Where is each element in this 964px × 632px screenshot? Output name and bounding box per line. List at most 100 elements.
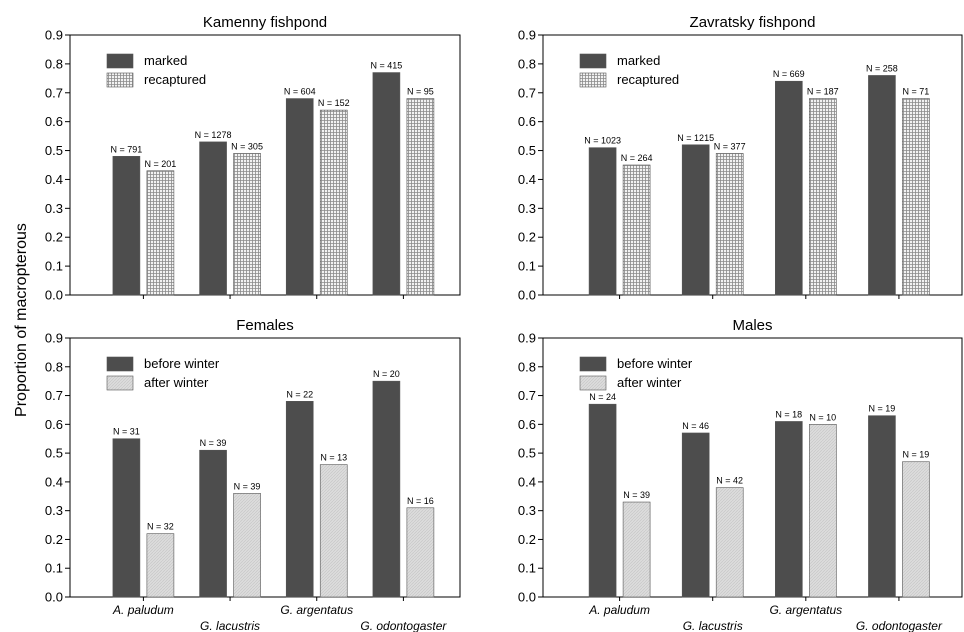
bar-after-winter <box>902 461 930 598</box>
bar-after-winter <box>622 501 651 598</box>
legend-swatch <box>579 375 607 391</box>
y-tick-label: 0.2 <box>45 230 63 245</box>
y-tick-label: 0.5 <box>45 143 63 158</box>
bar-before-winter <box>199 449 227 598</box>
data-label: N = 13 <box>320 453 347 463</box>
y-tick-label: 0.1 <box>518 259 536 274</box>
y-tick-label: 0.8 <box>45 359 63 374</box>
chart-panel-4: Males 0.0 0.1 0.2 0.3 0.4 0.5 0.6 0.7 0.8 0.9 N = 2… <box>518 317 963 632</box>
plot-frame <box>542 337 963 598</box>
data-label: N = 39 <box>200 438 227 448</box>
bar-after-winter <box>809 424 837 598</box>
chart-panel-2: Zavratsky fishpond 0.0 0.1 0.2 0.3 0.4 0.5 0.6 0… <box>518 14 963 303</box>
bar-before-winter <box>588 403 617 598</box>
chart-panel-1: Kamenny fishpond 0.0 0.1 0.2 0.3 0.4 0.5 0.6 0.7… <box>45 14 461 303</box>
y-tick-label: 0.3 <box>518 201 536 216</box>
bar-marked <box>588 147 617 296</box>
data-label: N = 152 <box>318 98 350 108</box>
y-tick-label: 0.1 <box>45 561 63 576</box>
legend-swatch <box>579 53 607 69</box>
y-tick-label: 0.5 <box>518 446 536 461</box>
bar-marked <box>681 144 710 296</box>
data-label: N = 19 <box>903 450 930 460</box>
legend-label: before winter <box>617 356 693 371</box>
bar-recaptured <box>406 98 435 296</box>
legend-swatch <box>579 72 607 88</box>
bar-marked <box>285 98 314 296</box>
legend-label: recaptured <box>144 72 206 87</box>
bar-before-winter <box>372 380 401 598</box>
data-label: N = 604 <box>284 87 316 97</box>
y-tick-label: 0.7 <box>518 388 536 403</box>
category-label: G. argentatus <box>769 603 842 617</box>
bar-after-winter <box>406 507 435 598</box>
y-tick-label: 0.5 <box>45 446 63 461</box>
data-label: N = 39 <box>234 481 261 491</box>
y-tick-label: 0.9 <box>45 331 63 346</box>
y-tick-label: 0.8 <box>518 359 536 374</box>
bar-marked <box>372 72 401 296</box>
bar-before-winter <box>285 401 314 598</box>
legend-swatch <box>106 375 134 391</box>
chart-title: Kamenny fishpond <box>203 14 327 31</box>
category-label: A. paludum <box>112 603 174 617</box>
y-tick-label: 0.9 <box>518 28 536 43</box>
legend-label: after winter <box>617 375 682 390</box>
chart-title: Zavratsky fishpond <box>690 14 816 31</box>
y-tick-label: 0.6 <box>45 417 63 432</box>
data-label: N = 19 <box>869 404 896 414</box>
bar-before-winter <box>775 421 803 598</box>
legend-swatch <box>106 72 134 88</box>
data-label: N = 201 <box>145 159 177 169</box>
data-label: N = 791 <box>111 144 143 154</box>
y-tick-label: 0.9 <box>45 28 63 43</box>
data-label: N = 377 <box>714 141 746 151</box>
legend-swatch <box>579 356 607 372</box>
data-label: N = 18 <box>775 409 802 419</box>
y-tick-label: 0.6 <box>518 417 536 432</box>
legend-label: after winter <box>144 375 209 390</box>
y-tick-label: 0.7 <box>518 85 536 100</box>
y-tick-label: 0.6 <box>45 114 63 129</box>
category-label: G. argentatus <box>280 603 353 617</box>
category-label: A. paludum <box>588 603 650 617</box>
data-label: N = 669 <box>773 69 805 79</box>
bar-recaptured <box>902 98 930 296</box>
bar-recaptured <box>146 170 175 296</box>
data-label: N = 305 <box>231 141 263 151</box>
bar-marked <box>199 141 227 296</box>
panels: Kamenny fishpond 0.0 0.1 0.2 0.3 0.4 0.5 0.6 0.7… <box>45 14 963 632</box>
plot-frame <box>69 34 461 296</box>
y-axis-label: Proportion of macropterous <box>13 223 30 417</box>
category-label: G. odontogaster <box>856 619 943 632</box>
y-tick-label: 0.1 <box>45 259 63 274</box>
y-tick-label: 0.4 <box>45 474 63 489</box>
category-label: G. odontogaster <box>360 619 447 632</box>
y-tick-label: 0.3 <box>518 503 536 518</box>
bar-after-winter <box>233 493 261 598</box>
data-label: N = 1023 <box>584 136 621 146</box>
data-label: N = 71 <box>903 87 930 97</box>
y-tick-label: 0.7 <box>45 85 63 100</box>
y-tick-label: 0.3 <box>45 201 63 216</box>
bar-before-winter <box>681 432 710 598</box>
y-tick-label: 0.8 <box>518 56 536 71</box>
legend-swatch <box>106 356 134 372</box>
legend-swatch <box>106 53 134 69</box>
y-tick-label: 0.0 <box>45 590 63 605</box>
y-tick-label: 0.0 <box>518 288 536 303</box>
bar-after-winter <box>319 464 348 598</box>
data-label: N = 1278 <box>195 130 232 140</box>
chart-title: Males <box>732 317 772 334</box>
y-tick-label: 0.3 <box>45 503 63 518</box>
y-tick-label: 0.4 <box>45 172 63 187</box>
chart-panel-3: Females 0.0 0.1 0.2 0.3 0.4 0.5 0.6 0.7 0.8 0.9 N =… <box>45 317 461 632</box>
y-tick-label: 0.2 <box>45 532 63 547</box>
y-tick-label: 0.1 <box>518 561 536 576</box>
data-label: N = 39 <box>623 490 650 500</box>
data-label: N = 1215 <box>677 133 714 143</box>
y-tick-label: 0.6 <box>518 114 536 129</box>
data-label: N = 10 <box>809 412 836 422</box>
data-label: N = 42 <box>716 476 743 486</box>
chart-title: Females <box>236 317 294 334</box>
